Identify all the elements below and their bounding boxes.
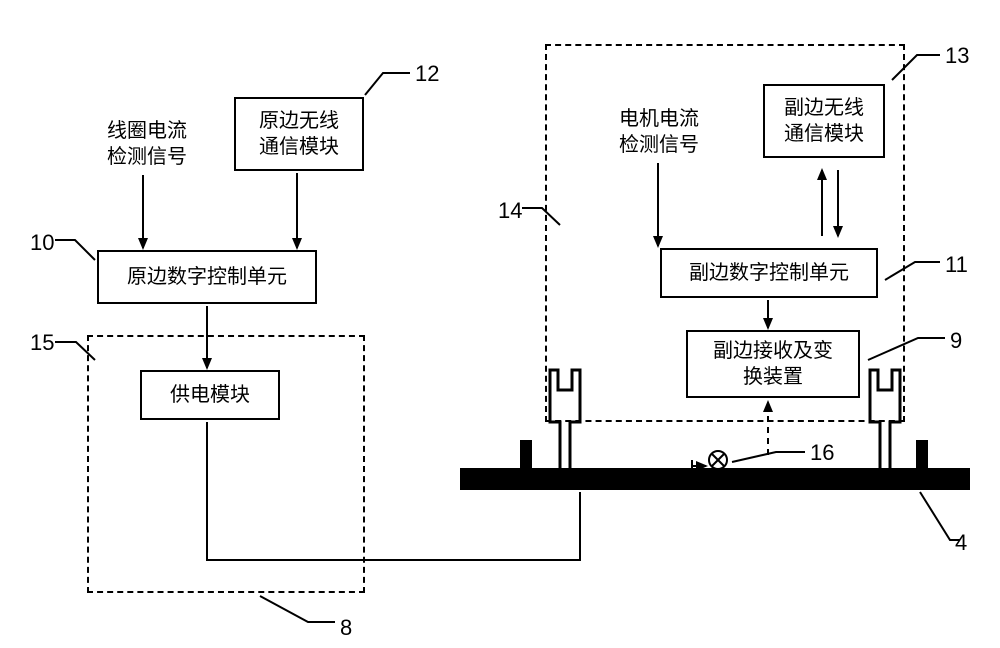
callout-12: 12 [415,61,439,87]
callout-9: 9 [950,328,962,354]
primary-wireless-module-box: 原边无线 通信模块 [234,97,364,171]
callout-8: 8 [340,615,352,641]
coil-current-signal-label: 线圈电流 检测信号 [97,118,197,170]
callout-10: 10 [30,230,54,256]
callout-16: 16 [810,440,834,466]
primary-wireless-module-label: 原边无线 通信模块 [259,108,339,160]
power-module-label: 供电模块 [170,382,250,408]
secondary-receiver-label: 副边接收及变 换装置 [713,338,833,390]
motor-current-signal-label: 电机电流 检测信号 [609,106,709,158]
primary-digital-control-box: 原边数字控制单元 [97,250,317,304]
primary-digital-control-label: 原边数字控制单元 [127,264,287,290]
secondary-digital-control-box: 副边数字控制单元 [660,248,878,298]
secondary-digital-control-label: 副边数字控制单元 [689,260,849,286]
secondary-wireless-module-box: 副边无线 通信模块 [763,84,885,158]
callout-14: 14 [498,198,522,224]
callout-11: 11 [945,252,968,278]
power-module-box: 供电模块 [140,370,280,420]
secondary-wireless-module-label: 副边无线 通信模块 [784,95,864,147]
secondary-receiver-box: 副边接收及变 换装置 [686,330,860,398]
callout-15: 15 [30,330,54,356]
callout-13: 13 [945,43,969,69]
callout-4: 4 [955,530,967,556]
